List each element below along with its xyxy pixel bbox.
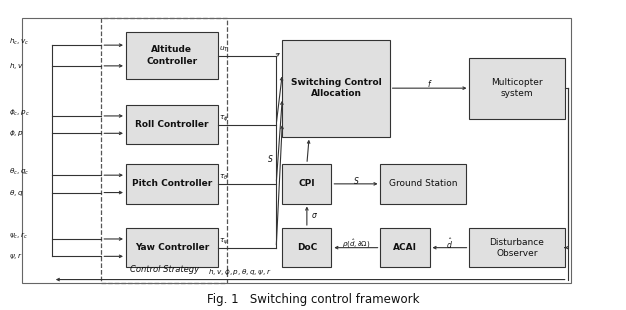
Text: $\tau_\psi$: $\tau_\psi$ <box>219 236 229 247</box>
Text: ACAI: ACAI <box>393 243 417 252</box>
Text: Ground Station: Ground Station <box>389 179 458 188</box>
FancyBboxPatch shape <box>126 105 218 144</box>
Text: $h_c, v_c$: $h_c, v_c$ <box>9 37 29 47</box>
Text: $u_T$: $u_T$ <box>219 45 229 54</box>
FancyBboxPatch shape <box>470 58 565 118</box>
FancyBboxPatch shape <box>470 228 565 268</box>
Text: $\psi_c, r_c$: $\psi_c, r_c$ <box>9 231 29 241</box>
Text: $h, v, \phi, p, \theta, q, \psi, r$: $h, v, \phi, p, \theta, q, \psi, r$ <box>208 267 271 277</box>
Text: Multicopter
system: Multicopter system <box>491 78 543 98</box>
Text: $\tau_\phi$: $\tau_\phi$ <box>219 113 228 124</box>
Text: $\theta_c, q_c$: $\theta_c, q_c$ <box>9 167 30 177</box>
FancyBboxPatch shape <box>282 164 331 204</box>
Text: $\psi, r$: $\psi, r$ <box>9 251 23 261</box>
Text: Control Strategy: Control Strategy <box>130 265 199 274</box>
Text: CPI: CPI <box>299 179 315 188</box>
FancyBboxPatch shape <box>126 228 218 268</box>
Text: $f$: $f$ <box>427 78 433 89</box>
Text: $h, v$: $h, v$ <box>9 61 24 71</box>
FancyBboxPatch shape <box>381 164 466 204</box>
Text: $\theta, q$: $\theta, q$ <box>9 188 24 197</box>
Text: $\tau_\theta$: $\tau_\theta$ <box>219 173 228 182</box>
Text: Fig. 1   Switching control framework: Fig. 1 Switching control framework <box>207 293 419 306</box>
Text: $\hat{d}$: $\hat{d}$ <box>446 237 453 251</box>
Text: $S$: $S$ <box>267 153 274 164</box>
Text: Roll Controller: Roll Controller <box>135 120 208 129</box>
FancyBboxPatch shape <box>282 228 331 268</box>
Text: $S$: $S$ <box>352 175 359 186</box>
Text: Disturbance
Observer: Disturbance Observer <box>490 237 545 258</box>
Text: Altitude
Controller: Altitude Controller <box>146 46 197 65</box>
Text: $\sigma$: $\sigma$ <box>310 211 317 220</box>
FancyBboxPatch shape <box>126 164 218 204</box>
FancyBboxPatch shape <box>282 40 389 137</box>
Text: DoC: DoC <box>297 243 317 252</box>
Text: Yaw Controller: Yaw Controller <box>135 243 209 252</box>
Text: Switching Control
Allocation: Switching Control Allocation <box>290 78 381 98</box>
Text: $\rho(\hat{d}, \partial\Omega)$: $\rho(\hat{d}, \partial\Omega)$ <box>342 238 370 250</box>
Text: $\phi, p$: $\phi, p$ <box>9 128 24 138</box>
Text: $\phi_c, p_c$: $\phi_c, p_c$ <box>9 108 30 118</box>
FancyBboxPatch shape <box>126 32 218 79</box>
FancyBboxPatch shape <box>381 228 429 268</box>
Text: Pitch Controller: Pitch Controller <box>132 179 212 188</box>
